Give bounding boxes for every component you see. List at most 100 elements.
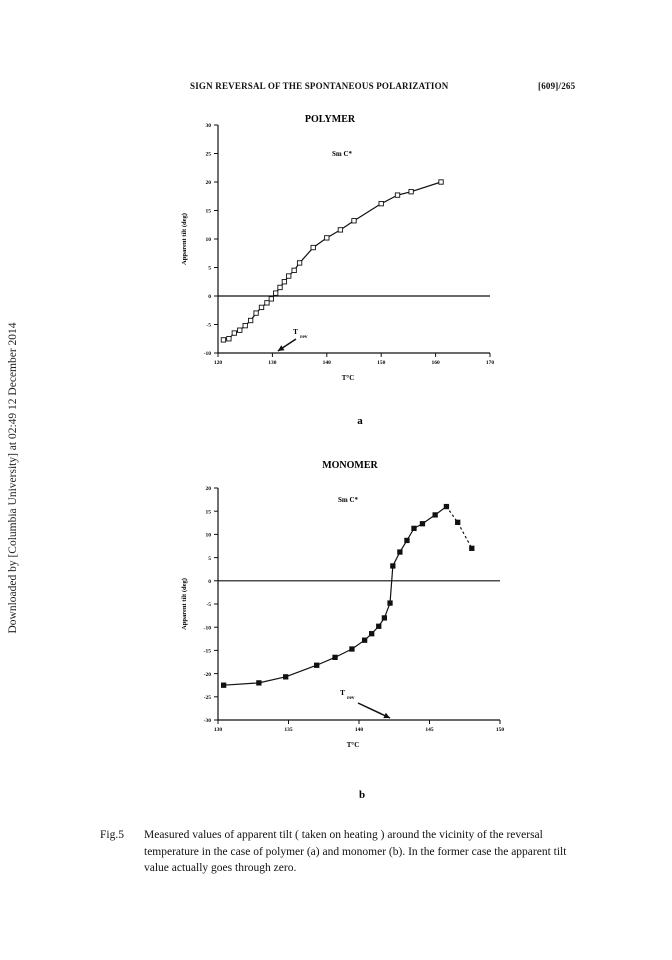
y-tick-label: 10 (206, 237, 212, 243)
data-point (253, 310, 259, 316)
chart-title: MONOMER (322, 460, 378, 471)
data-point (226, 336, 232, 342)
y-axis-label: Apparent tilt (deg) (181, 213, 188, 265)
trev-arrowhead (383, 712, 391, 719)
data-point (258, 304, 265, 311)
y-tick-label: -5 (206, 602, 211, 608)
data-point (443, 503, 450, 510)
x-tick-label: 140 (323, 360, 332, 366)
data-point (231, 330, 237, 336)
data-point (296, 260, 303, 266)
trev-label: T (340, 688, 345, 697)
y-tick-label: -15 (204, 649, 212, 655)
data-point (432, 512, 438, 518)
data-point (220, 682, 227, 688)
data-point (394, 192, 401, 198)
data-point (397, 549, 403, 555)
data-point (220, 337, 227, 343)
x-tick-label: 150 (496, 727, 505, 733)
y-tick-label: 0 (208, 579, 211, 585)
x-tick-label: 120 (214, 360, 223, 366)
data-point (376, 623, 382, 629)
download-note: Downloaded by [Columbia University] at 0… (7, 322, 19, 634)
data-point (361, 637, 368, 643)
data-point (408, 189, 414, 195)
x-axis-label: T°C (347, 741, 360, 749)
data-point (264, 300, 270, 306)
polymer-tilt-chart: POLYMER Sm C* -10 -5 0 5 10 15 20 25 30 120 130 140 15… (181, 114, 495, 425)
y-tick-label: 20 (206, 486, 212, 492)
x-tick-label: 170 (486, 360, 495, 366)
data-point (247, 317, 254, 324)
data-point (273, 290, 279, 296)
x-tick-label: 160 (431, 360, 440, 366)
trev-label: T (293, 327, 298, 336)
data-point (349, 646, 355, 652)
y-tick-label: -5 (206, 323, 211, 329)
phase-label: Sm C* (338, 496, 359, 504)
data-point (337, 227, 344, 233)
series-line (223, 181, 442, 341)
data-point (351, 218, 357, 224)
data-point (381, 615, 388, 621)
x-tick-label: 130 (268, 360, 277, 366)
y-tick-label: 20 (206, 180, 212, 186)
download-watermark: Downloaded by [Columbia University] at 0… (3, 0, 23, 960)
y-tick-label: -20 (204, 672, 212, 678)
data-point (404, 537, 410, 544)
x-axis-label: T°C (342, 374, 355, 382)
data-point (237, 327, 243, 333)
y-tick-label: 15 (206, 209, 212, 215)
data-point (419, 521, 426, 527)
x-tick-label: 150 (377, 360, 386, 366)
data-point (283, 674, 289, 680)
data-point (390, 563, 396, 569)
y-tick-label: -10 (204, 625, 212, 631)
data-point (291, 267, 297, 273)
y-tick-label: 30 (206, 123, 212, 129)
series-line-dashed (445, 506, 473, 549)
data-point (438, 179, 444, 185)
data-point (281, 279, 288, 285)
y-tick-label: 15 (206, 509, 212, 515)
chart-title: POLYMER (305, 114, 356, 125)
panel-label: a (357, 415, 363, 425)
y-tick-label: -25 (204, 695, 212, 701)
data-point (324, 235, 330, 241)
y-tick-label: 5 (208, 556, 211, 562)
y-tick-label: 5 (208, 266, 211, 272)
data-point (469, 545, 475, 551)
y-tick-label: -30 (204, 718, 212, 724)
data-point (242, 322, 248, 329)
figure-caption-text: Measured values of apparent tilt ( taken… (144, 829, 567, 874)
data-point (378, 201, 384, 207)
y-tick-label: -10 (204, 351, 212, 357)
data-point (369, 631, 375, 637)
x-tick-label: 140 (355, 727, 364, 733)
data-point (387, 600, 393, 606)
data-point (256, 680, 262, 686)
figure-label: Fig.5 (100, 829, 124, 841)
data-point (310, 244, 316, 251)
x-tick-label: 130 (214, 727, 223, 733)
trev-arrowhead (277, 345, 285, 351)
data-point (268, 296, 274, 302)
data-point (277, 284, 283, 291)
page-number: [609]/265 (538, 81, 576, 91)
x-tick-label: 135 (284, 727, 293, 733)
trev-subscript: rev (347, 695, 355, 701)
data-point (332, 654, 338, 661)
data-point (286, 273, 292, 279)
panel-label: b (359, 789, 365, 801)
y-axis-label: Apparent tilt (deg) (181, 578, 188, 630)
phase-label: Sm C* (332, 150, 353, 158)
y-tick-label: 25 (206, 152, 212, 158)
monomer-tilt-chart: MONOMER Sm C* -30 -25 -20 -15 -10 -5 0 5 10 15 20 130… (181, 460, 505, 801)
data-point (411, 525, 417, 532)
running-title: SIGN REVERSAL OF THE SPONTANEOUS POLARIZ… (190, 81, 449, 91)
data-point (314, 662, 320, 668)
y-tick-label: 0 (208, 294, 211, 300)
x-tick-label: 145 (425, 727, 434, 733)
trev-subscript: rev (300, 334, 308, 340)
